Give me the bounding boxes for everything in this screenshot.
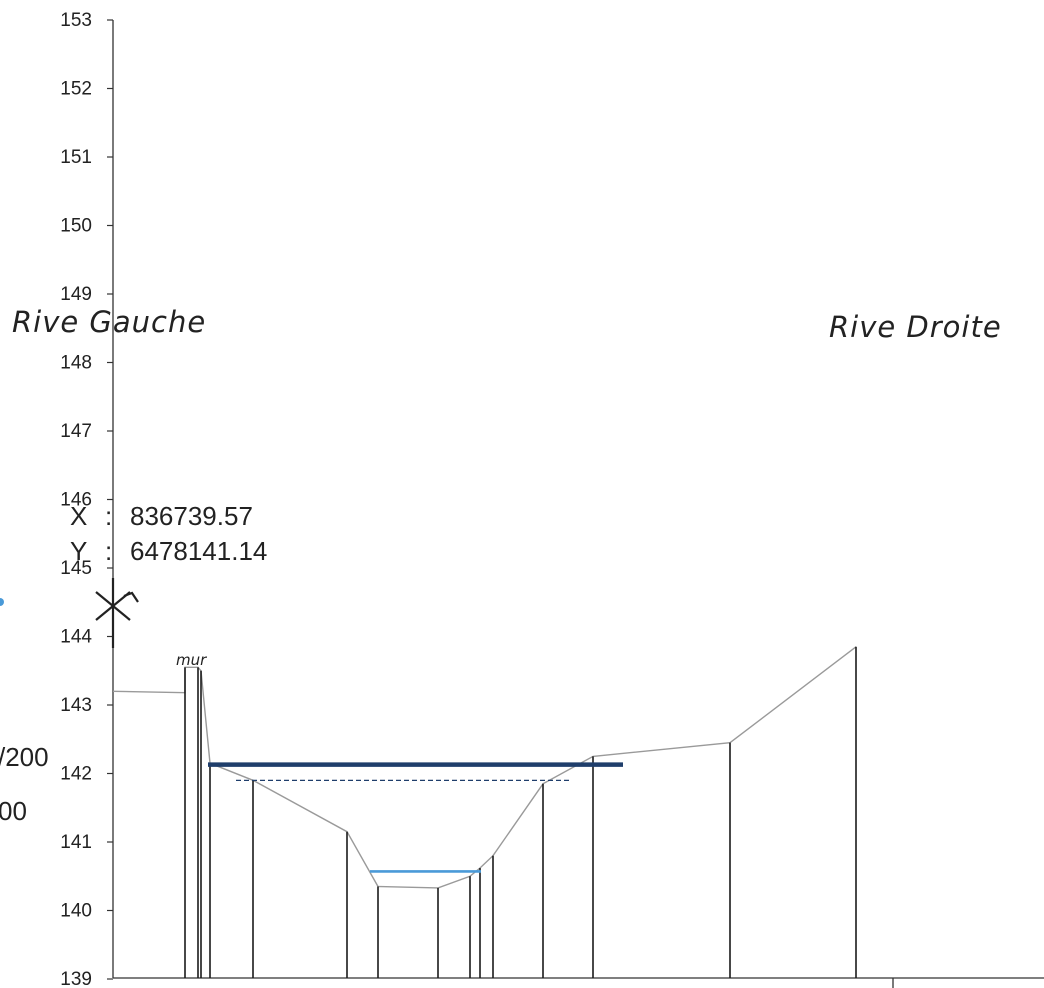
- y-tick-label: 149: [60, 284, 92, 305]
- y-tick-label: 144: [60, 627, 92, 648]
- y-coordinate-separator: :: [105, 536, 112, 566]
- y-coordinate-value: 6478141.14: [130, 536, 267, 566]
- y-axis: 153 152 151 150 149 148 147 146 145 144 143 142 141 1…: [60, 10, 1044, 988]
- edge-marker-dot: [0, 598, 4, 606]
- wall-label: mur: [176, 651, 207, 669]
- water-levels: [208, 762, 623, 873]
- y-coordinate-label: Y: [70, 536, 87, 566]
- y-tick-label: 147: [60, 421, 92, 442]
- y-tick-label: 142: [60, 764, 92, 785]
- x-coordinate-separator: :: [105, 501, 112, 531]
- terrain-profile: [112, 646, 857, 978]
- x-coordinate-label: X: [70, 501, 87, 531]
- y-tick-label: 148: [60, 353, 92, 374]
- y-tick-label: 145: [60, 558, 92, 579]
- y-tick-label: 152: [60, 79, 92, 100]
- left-bank-label: Rive Gauche: [12, 305, 206, 339]
- y-tick-label: 146: [60, 490, 92, 511]
- y-tick-label: 153: [60, 10, 92, 31]
- y-tick-label: 150: [60, 216, 92, 237]
- edge-fragment-2: 00: [0, 796, 27, 826]
- x-coordinate-value: 836739.57: [130, 501, 253, 531]
- ground-line: [112, 646, 857, 889]
- right-bank-label: Rive Droite: [829, 310, 1002, 344]
- coordinate-readout: X : 836739.57 Y : 6478141.14: [70, 501, 267, 566]
- y-tick-label: 141: [60, 832, 92, 853]
- y-tick-label: 151: [60, 147, 92, 168]
- y-tick-label: 143: [60, 695, 92, 716]
- point-marker-icon: [95, 578, 139, 648]
- edge-fragment-1: /200: [0, 742, 49, 772]
- y-tick-label: 139: [60, 969, 92, 988]
- y-tick-label: 140: [60, 901, 92, 922]
